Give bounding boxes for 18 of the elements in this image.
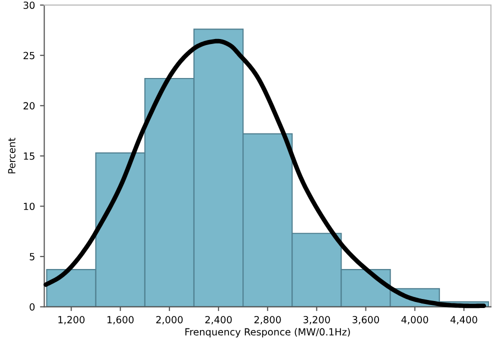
x-tick-label: 3,200: [304, 316, 330, 324]
x-axis-title: Frenquency Responce (MW/0.1Hz): [185, 328, 350, 338]
y-tick-label: 10: [24, 202, 35, 210]
x-tick-label: 2,400: [205, 316, 232, 324]
x-tick-label: 4,400: [450, 316, 478, 324]
x-tick-label: 3,600: [352, 316, 380, 324]
y-axis-title: Percent: [8, 138, 16, 174]
y-tick-label: 20: [24, 102, 35, 110]
y-tick-label: 5: [30, 253, 34, 260]
x-tick-label: 2,000: [156, 316, 183, 324]
x-tick-label: 1,600: [107, 316, 134, 324]
y-tick-label: 15: [24, 152, 34, 160]
x-tick-label: 1,200: [58, 316, 85, 324]
y-tick-label: 30: [24, 2, 35, 9]
y-tick-label: 25: [24, 52, 34, 60]
x-tick-label: 2,800: [254, 316, 281, 324]
x-tick-label: 4,000: [401, 316, 428, 324]
y-tick-label: 0: [30, 303, 35, 311]
